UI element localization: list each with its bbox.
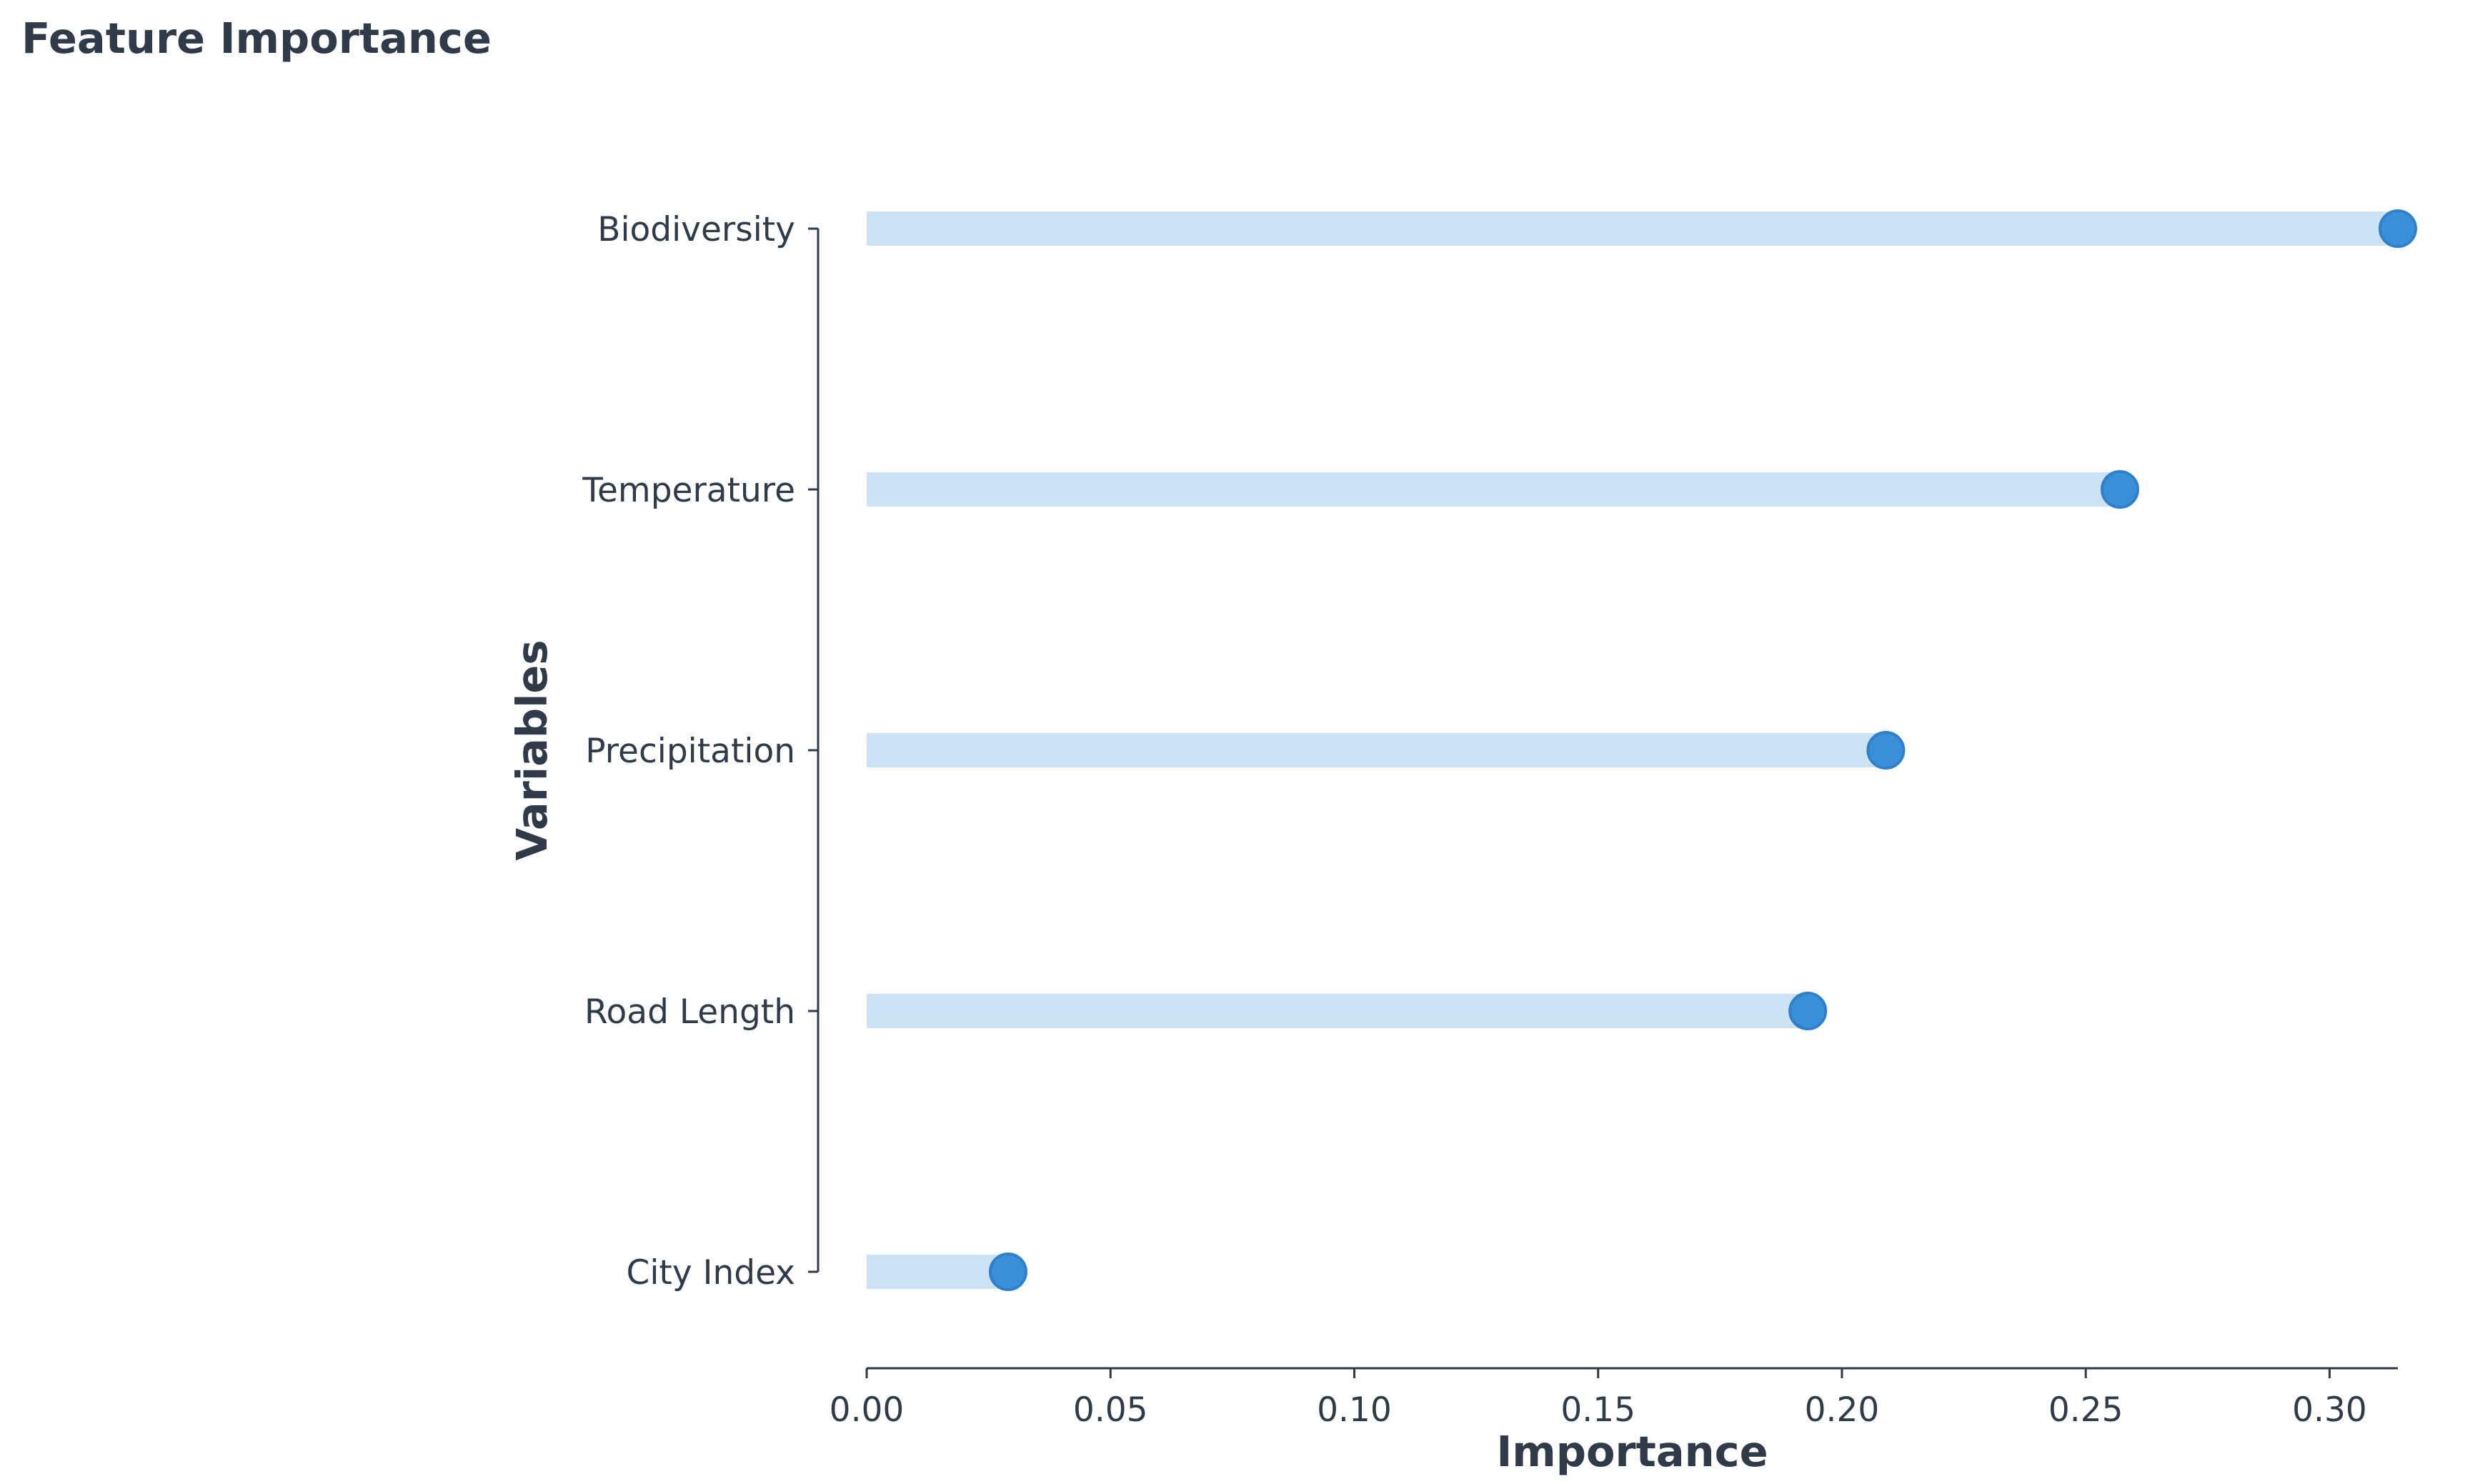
y-tick-label-road-length: Road Length: [584, 992, 795, 1032]
x-axis-title: Importance: [1496, 1427, 1768, 1476]
x-tick-label: 0.15: [1560, 1390, 1635, 1430]
marker-road-length: [1788, 992, 1828, 1030]
y-tick-label-temperature: Temperature: [582, 471, 795, 510]
x-tick-label: 0.00: [830, 1390, 905, 1430]
y-axis-title: Variables: [507, 640, 557, 861]
stem-biodiversity: [867, 211, 2398, 246]
stem-temperature: [867, 472, 2120, 507]
x-tick-label: 0.20: [1805, 1390, 1880, 1430]
marker-city-index: [988, 1253, 1027, 1291]
x-tick-label: 0.10: [1317, 1390, 1392, 1430]
markers: [988, 209, 2417, 1291]
x-tick-labels: 0.00 0.05 0.10 0.15 0.20 0.25 0.30: [830, 1368, 2367, 1430]
stems: [867, 211, 2398, 1289]
x-tick-label: 0.05: [1073, 1390, 1148, 1430]
y-tick-label-city-index: City Index: [627, 1253, 795, 1293]
marker-temperature: [2100, 470, 2139, 509]
y-tick-labels: Biodiversity Temperature Precipitation Road…: [582, 210, 818, 1293]
x-tick-label: 0.25: [2048, 1390, 2123, 1430]
stem-road-length: [867, 994, 1808, 1028]
chart-title: Feature Importance: [21, 14, 492, 63]
marker-biodiversity: [2379, 209, 2417, 248]
y-tick-label-precipitation: Precipitation: [585, 732, 795, 771]
stem-city-index: [867, 1255, 1008, 1289]
stem-precipitation: [867, 733, 1886, 767]
y-tick-label-biodiversity: Biodiversity: [597, 210, 795, 249]
marker-precipitation: [1866, 731, 1906, 770]
x-tick-label: 0.30: [2292, 1390, 2367, 1430]
